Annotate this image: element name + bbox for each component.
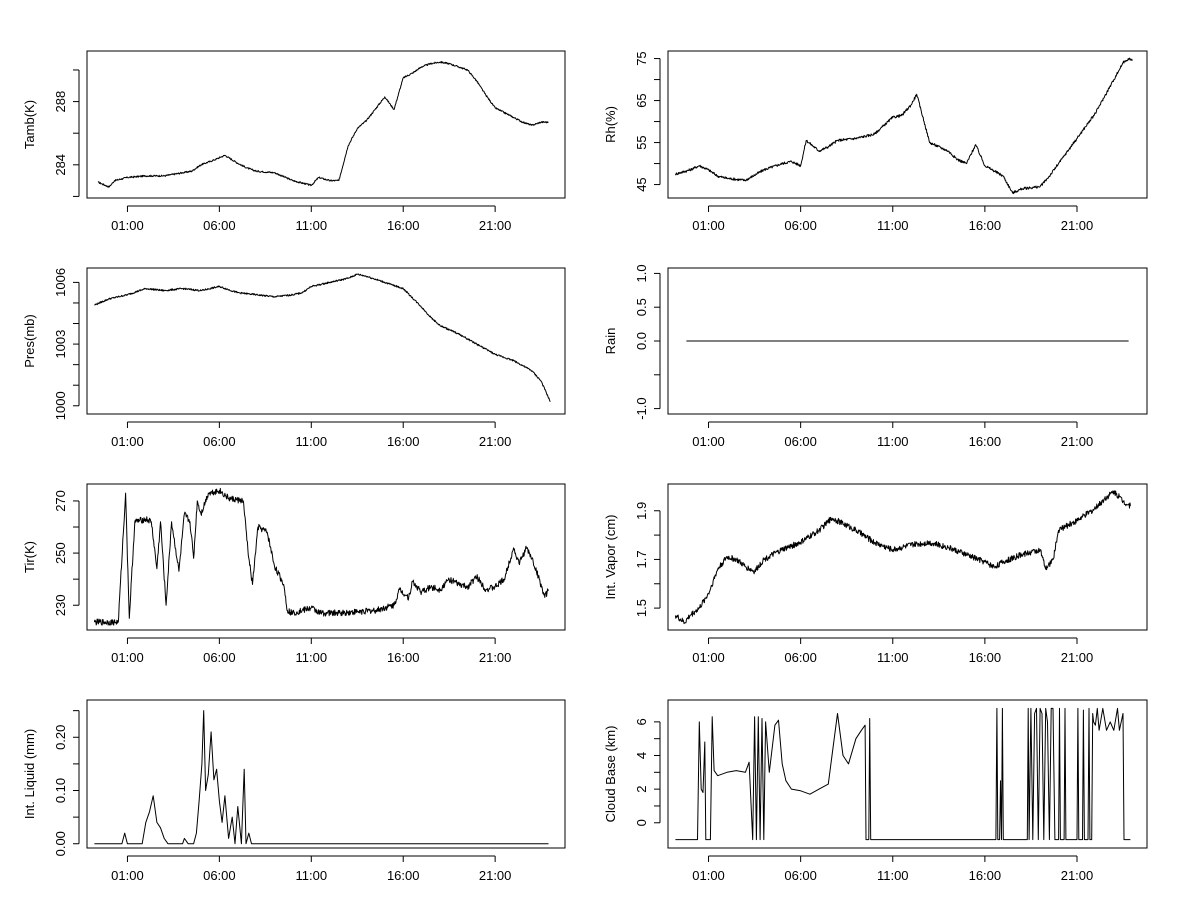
- y-tick-label: 4: [634, 752, 649, 759]
- x-tick-label: 11:00: [296, 434, 328, 449]
- x-tick-label: 16:00: [387, 218, 420, 233]
- x-tick-label: 11:00: [877, 434, 909, 449]
- x-tick-label: 11:00: [296, 218, 328, 233]
- y-tick-label: 65: [634, 93, 649, 107]
- x-tick-label: 01:00: [111, 650, 144, 665]
- panel-6: 01:00 06:00 11:00 16:00 21:00 1.5 1.7 1.9 Int. V…: [603, 483, 1148, 665]
- y-tick-label: 284: [53, 154, 68, 176]
- x-tick-label: 21:00: [1061, 218, 1094, 233]
- x-tick-label: 16:00: [387, 650, 420, 665]
- x-tick-label: 11:00: [877, 218, 909, 233]
- y-axis-label: Tamb(K): [22, 100, 37, 149]
- series-line: [93, 487, 549, 626]
- panel-frame: [86, 699, 566, 849]
- y-tick-label: 0.00: [53, 831, 68, 856]
- y-tick-label: 75: [634, 51, 649, 65]
- x-tick-label: 06:00: [203, 868, 236, 883]
- panel-5: 01:00 06:00 11:00 16:00 21:00 230 250 270 Tir(K): [22, 483, 566, 665]
- x-tick-label: 06:00: [784, 434, 817, 449]
- x-tick-label: 01:00: [692, 650, 725, 665]
- y-axis-label: Rh(%): [603, 106, 618, 143]
- x-tick-label: 21:00: [1061, 434, 1094, 449]
- series-line: [674, 57, 1133, 195]
- series-line: [675, 707, 1131, 841]
- x-tick-label: 06:00: [203, 218, 236, 233]
- y-tick-label: 1000: [53, 391, 68, 420]
- x-tick-label: 21:00: [1061, 650, 1094, 665]
- y-axis-label: Pres(mb): [22, 314, 37, 367]
- panel-2: 01:00 06:00 11:00 16:00 21:00 45 55 65 75 Rh(%): [603, 50, 1148, 233]
- panel-3: 01:00 06:00 11:00 16:00 21:00 1000 1003 1006 Pre…: [22, 267, 566, 449]
- x-tick-label: 16:00: [969, 218, 1002, 233]
- x-tick-label: 01:00: [692, 218, 725, 233]
- panel-4: 01:00 06:00 11:00 16:00 21:00 -1.0 0.0 0.5 1.0 Ra…: [603, 264, 1148, 449]
- y-tick-label: 2: [634, 786, 649, 793]
- panel-frame: [667, 699, 1148, 849]
- x-tick-label: 21:00: [479, 868, 512, 883]
- y-tick-label: 288: [53, 91, 68, 113]
- y-tick-label: 55: [634, 135, 649, 149]
- y-axis-label: Int. Liquid (mm): [22, 729, 37, 819]
- y-tick-label: 0.0: [634, 332, 649, 350]
- panel-1: 01:00 06:00 11:00 16:00 21:00 284 288 Tamb(K): [22, 50, 566, 233]
- x-tick-label: 16:00: [969, 868, 1002, 883]
- x-tick-label: 01:00: [111, 218, 144, 233]
- series-line: [94, 273, 551, 402]
- x-tick-label: 21:00: [479, 218, 512, 233]
- x-tick-label: 21:00: [1061, 868, 1094, 883]
- x-tick-label: 01:00: [111, 434, 144, 449]
- x-tick-label: 06:00: [784, 218, 817, 233]
- series-line: [94, 710, 549, 845]
- series-line: [674, 490, 1131, 625]
- panel-frame: [667, 50, 1148, 199]
- x-tick-label: 11:00: [877, 650, 909, 665]
- x-tick-label: 16:00: [969, 434, 1002, 449]
- x-tick-label: 06:00: [203, 434, 236, 449]
- x-tick-label: 01:00: [692, 434, 725, 449]
- y-axis-label: Cloud Base (km): [603, 726, 618, 823]
- x-tick-label: 06:00: [203, 650, 236, 665]
- panel-frame: [667, 483, 1148, 631]
- y-tick-label: 1.5: [634, 599, 649, 617]
- y-tick-label: 1.9: [634, 502, 649, 520]
- y-tick-label: 270: [53, 490, 68, 512]
- x-tick-label: 11:00: [296, 868, 328, 883]
- y-tick-label: 45: [634, 177, 649, 191]
- panel-7: 01:00 06:00 11:00 16:00 21:00 0.00 0.10 0.20 Int…: [22, 699, 566, 883]
- y-tick-label: 1.0: [634, 264, 649, 282]
- y-tick-label: 0: [634, 819, 649, 826]
- y-tick-label: 0.5: [634, 298, 649, 316]
- x-tick-label: 01:00: [111, 868, 144, 883]
- y-tick-label: 1006: [53, 268, 68, 297]
- y-axis-label: Rain: [603, 328, 618, 355]
- y-tick-label: 6: [634, 718, 649, 725]
- panel-frame: [86, 483, 566, 631]
- x-tick-label: 11:00: [877, 868, 909, 883]
- series-line: [97, 61, 549, 188]
- x-tick-label: 16:00: [969, 650, 1002, 665]
- panel-frame: [86, 267, 566, 415]
- y-axis-label: Int. Vapor (cm): [603, 514, 618, 599]
- y-tick-label: 1.7: [634, 550, 649, 568]
- x-tick-label: 01:00: [692, 868, 725, 883]
- x-tick-label: 16:00: [387, 868, 420, 883]
- y-tick-label: -1.0: [634, 397, 649, 419]
- panel-frame: [667, 267, 1148, 415]
- x-tick-label: 16:00: [387, 434, 420, 449]
- y-tick-label: 0.10: [53, 778, 68, 803]
- x-tick-label: 11:00: [296, 650, 328, 665]
- y-axis-label: Tir(K): [22, 541, 37, 573]
- y-tick-label: 0.20: [53, 725, 68, 750]
- y-tick-label: 250: [53, 542, 68, 564]
- y-tick-label: 1003: [53, 330, 68, 359]
- panel-8: 01:00 06:00 11:00 16:00 21:00 0 2 4 6 Cloud Base …: [603, 699, 1148, 883]
- panel-frame: [86, 50, 566, 199]
- x-tick-label: 06:00: [784, 868, 817, 883]
- x-tick-label: 06:00: [784, 650, 817, 665]
- y-tick-label: 230: [53, 594, 68, 616]
- x-tick-label: 21:00: [479, 434, 512, 449]
- x-tick-label: 21:00: [479, 650, 512, 665]
